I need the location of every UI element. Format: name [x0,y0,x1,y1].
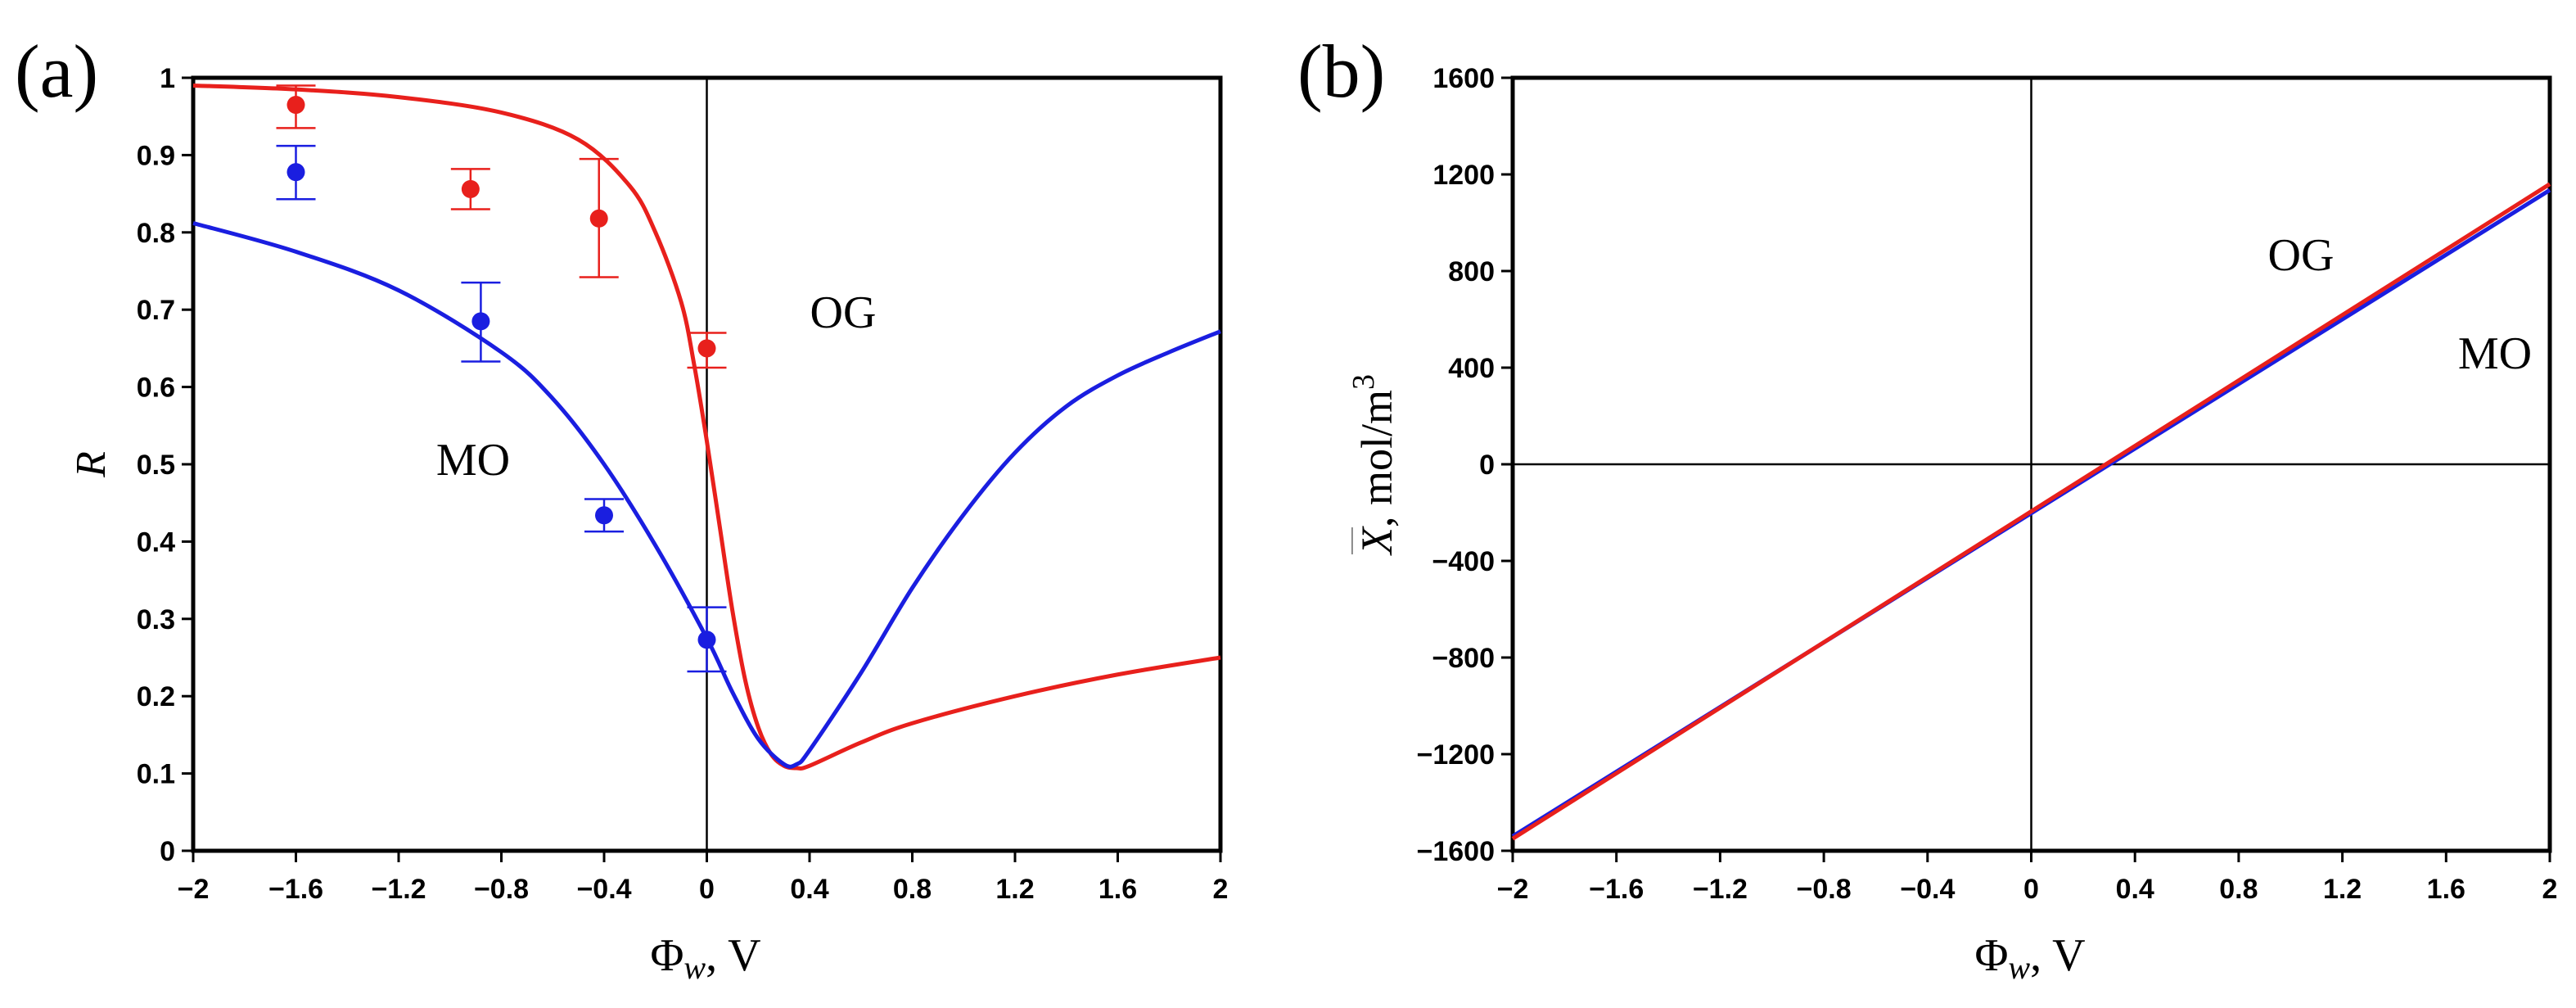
series-line-og [1511,182,2551,841]
x-tick-label: 0.4 [790,874,828,905]
y-tick-label: 1600 [1432,63,1495,94]
panel-a-annotation-mo: MO [436,435,510,486]
data-point-mo [697,631,716,649]
x-tick-label: −0.8 [474,874,529,905]
panel-b-y-axis-label: X, mol/m3 [1347,374,1401,556]
series-line-og [192,83,1221,771]
panel-a-chart: (a) −2 −1.6 −1.2 −0.8 −0.4 0 0.4 0.8 1.2 1.6 2 0 0.1… [15,29,1228,986]
data-point-og [697,339,716,358]
panel-a-x-axis-label: Φw, V [650,930,760,986]
y-tick-label: −1200 [1417,739,1496,771]
y-tick-label: 0.7 [137,295,175,326]
data-point-og [589,209,608,228]
y-tick-label: −400 [1432,546,1495,577]
panel-a-y-axis-label: R [68,451,115,478]
y-tick-label: 0.8 [137,218,175,249]
data-point-og [461,179,480,198]
x-tick-label: 0.8 [893,874,932,905]
x-tick-label: 0.4 [2116,874,2154,905]
x-tick-label: 2 [1213,874,1229,905]
y-tick-label: 1200 [1432,160,1495,191]
x-tick-label: 1.2 [2323,874,2362,905]
panel-b-label: (b) [1297,29,1385,113]
panel-b-annotation-og: OG [2268,230,2335,281]
y-tick-label: 0 [160,836,175,867]
data-point-mo [595,506,613,525]
y-tick-label: 0.4 [137,527,175,558]
x-tick-label: −2 [178,874,210,905]
x-tick-label: 0 [2023,874,2039,905]
x-tick-label: −1.6 [1589,874,1644,905]
x-tick-label: −0.4 [576,874,631,905]
y-tick-label: 800 [1448,256,1495,287]
x-tick-label: 1.2 [995,874,1034,905]
y-tick-label: 1 [160,63,175,94]
y-tick-label: 0.5 [137,450,175,481]
x-tick-label: 0.8 [2219,874,2258,905]
data-point-mo [471,312,490,331]
x-tick-label: −0.8 [1797,874,1852,905]
panel-a-label: (a) [15,29,98,113]
x-tick-label: −1.2 [1693,874,1748,905]
x-tick-label: 2 [2542,874,2558,905]
y-tick-label: 0 [1479,450,1495,481]
panel-b-chart: (b) −2 −1.6 −1.2 −0.8 −0.4 0 0.4 0.8 1.2 1.6 2 −160… [1297,29,2557,986]
x-tick-label: −0.4 [1900,874,1955,905]
y-tick-label: 0.6 [137,373,175,404]
x-tick-label: −1.2 [371,874,426,905]
x-tick-label: −1.6 [268,874,323,905]
x-tick-label: 1.6 [1099,874,1137,905]
y-tick-label: 0.1 [137,759,175,790]
y-tick-label: −800 [1432,643,1495,674]
y-tick-label: 0.2 [137,681,175,712]
x-tick-label: 0 [699,874,715,905]
x-tick-label: −2 [1497,874,1529,905]
panel-a-annotation-og: OG [810,287,877,338]
y-tick-label: 0.9 [137,140,175,171]
panel-b-x-axis-label: Φw, V [1974,930,2085,986]
panel-b-annotation-mo: MO [2458,328,2532,379]
series-line-mo [192,221,1221,769]
data-point-og [286,96,305,115]
y-tick-label: 400 [1448,353,1495,384]
data-point-mo [286,163,305,182]
y-tick-label: −1600 [1417,836,1496,867]
x-tick-label: 1.6 [2427,874,2465,905]
y-tick-label: 0.3 [137,604,175,635]
